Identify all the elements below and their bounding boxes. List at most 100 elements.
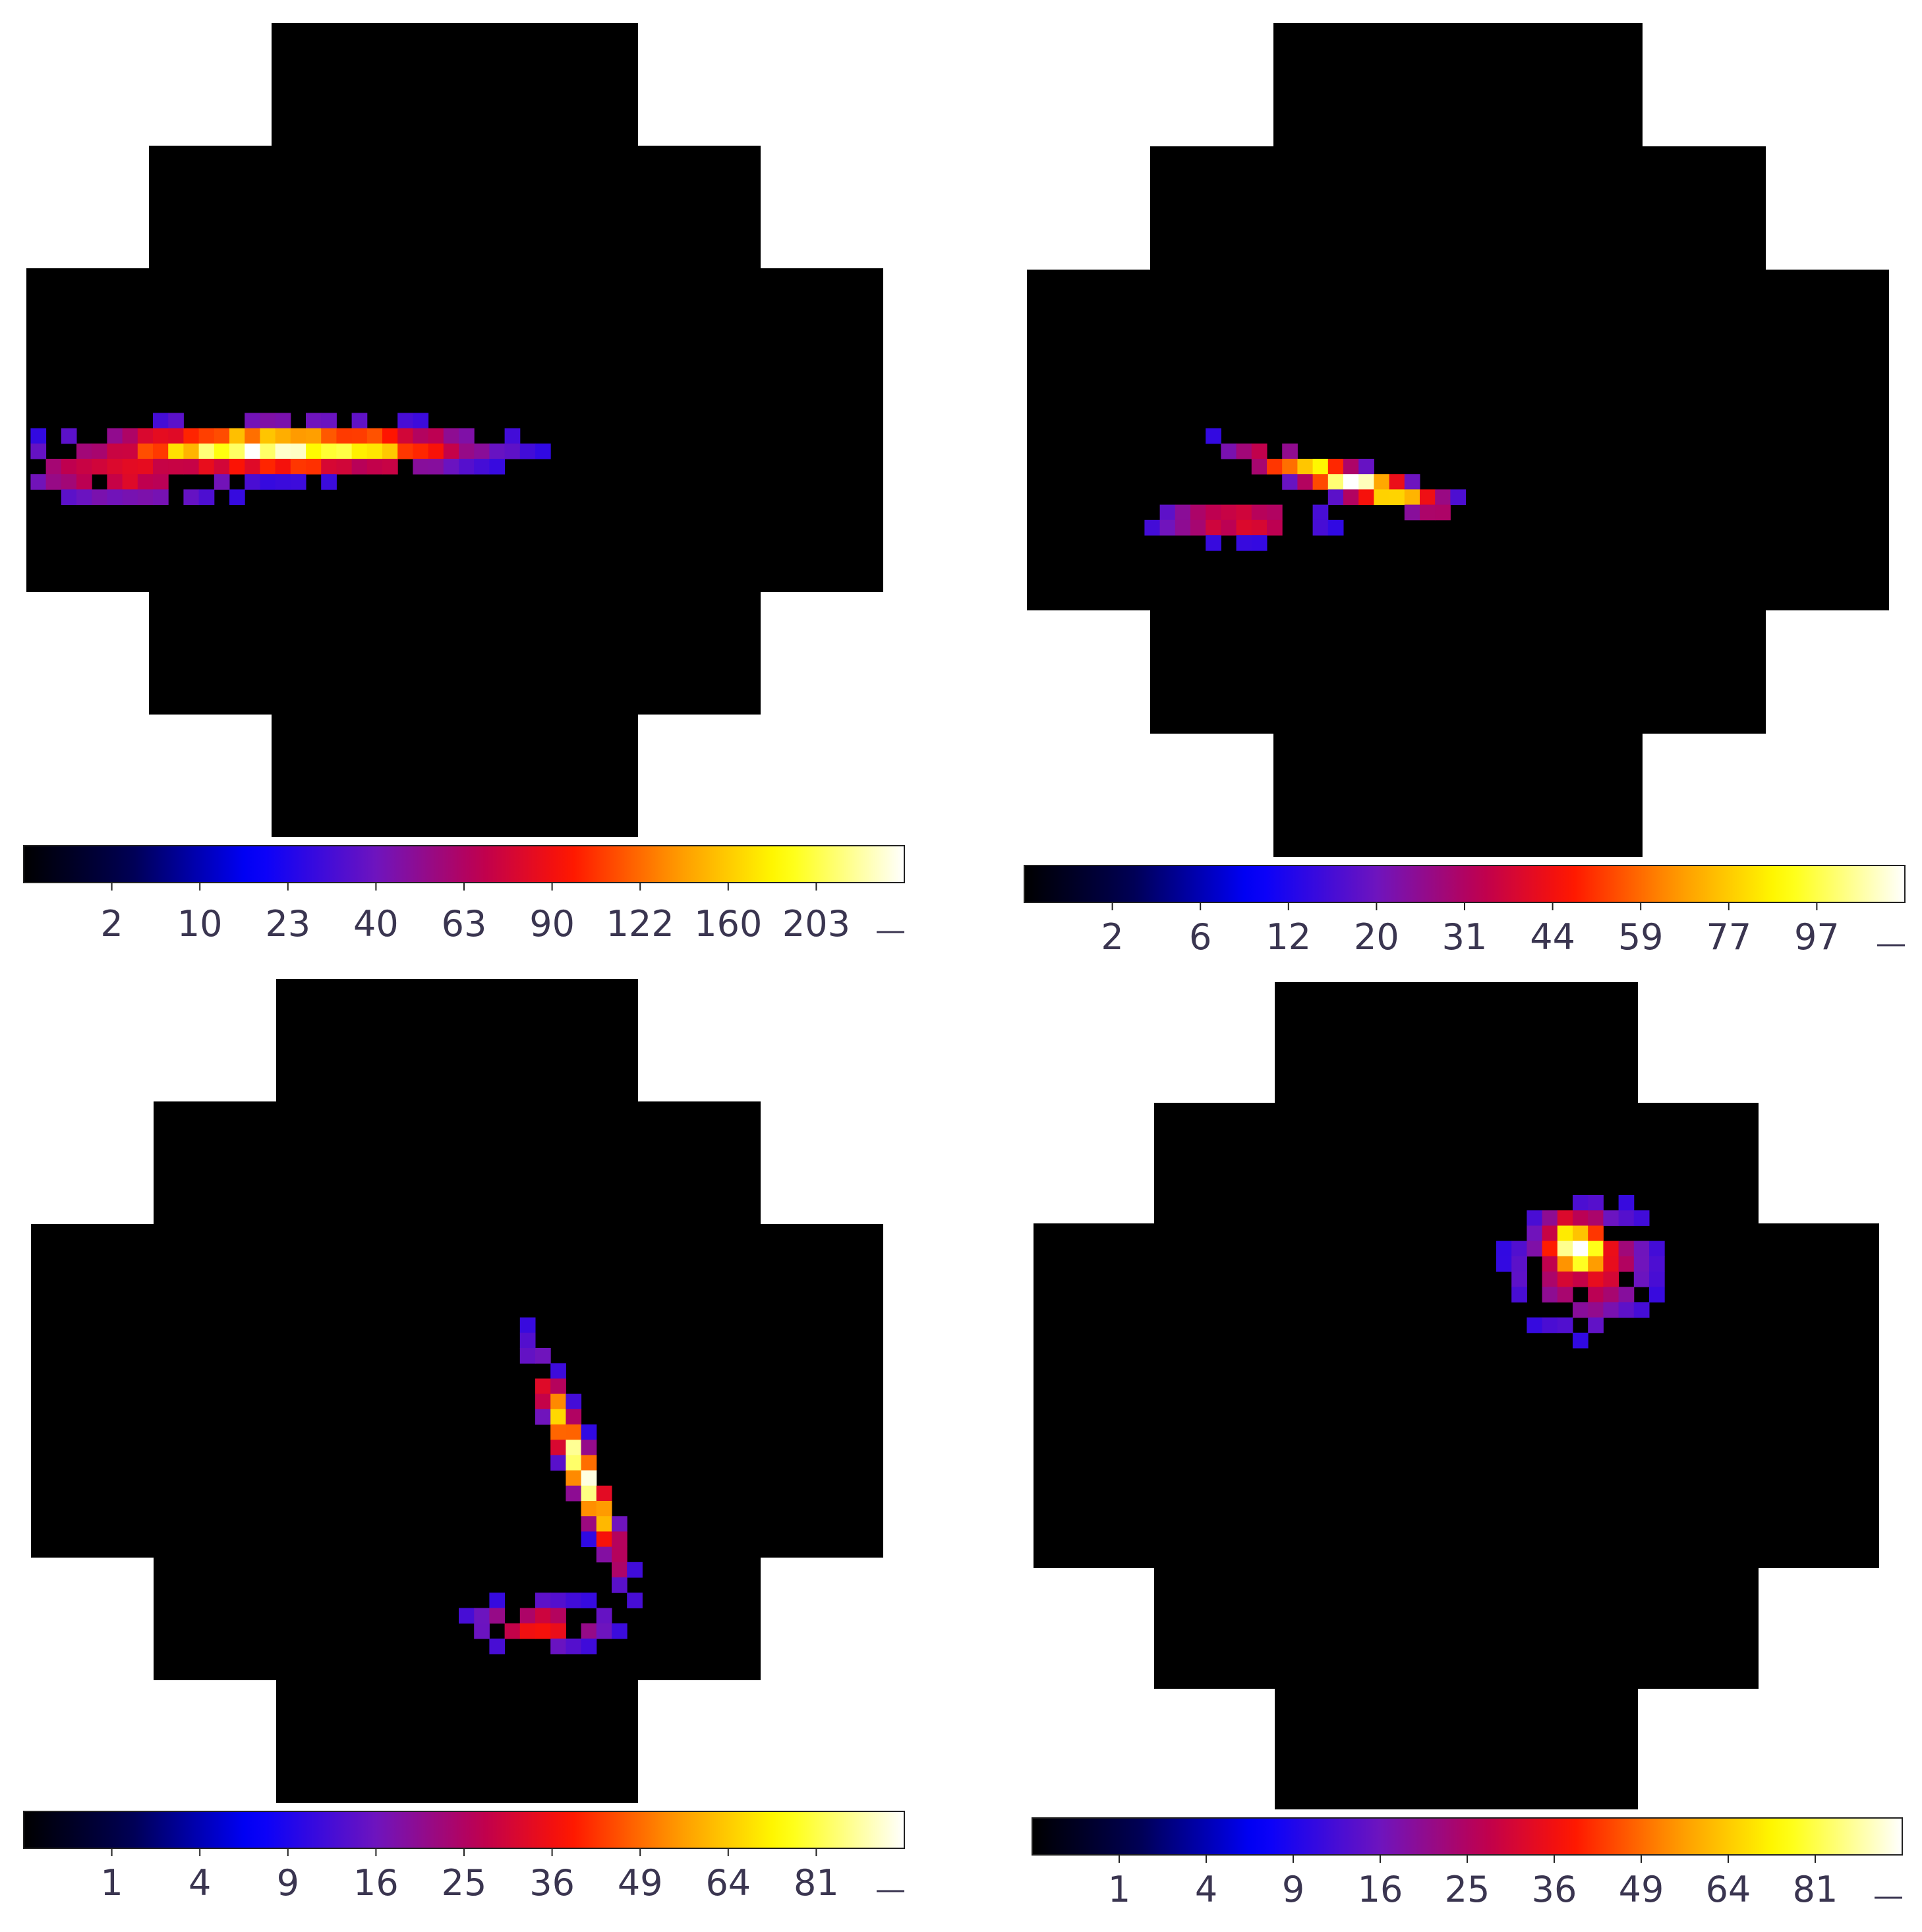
heatmap-cell [1251,504,1267,521]
colorbar-tick-label: 25 [442,1862,487,1904]
heatmap-cell [336,443,353,459]
heatmap-cell [290,428,306,444]
heatmap-cell [1175,519,1191,536]
heatmap-cell [596,1608,612,1624]
heatmap-cell [474,1623,490,1639]
heatmap-cell [1404,474,1420,490]
heatmap-cell [214,474,230,490]
heatmap-cell [519,443,536,459]
heatmap-cell [61,474,77,490]
heatmap-cell [581,1638,597,1654]
heatmap-cell [245,428,260,444]
heatmap-cell [1618,1287,1635,1303]
colorbar-tick-label: 2 [1101,916,1123,958]
heatmap-cell [413,459,429,475]
heatmap-cell [321,443,337,459]
heatmap-cell [61,459,77,475]
colorbar-tick-label: 25 [1445,1869,1490,1910]
heatmap-cell [321,413,337,429]
heatmap-cell [198,459,215,475]
heatmap-cell [229,459,245,475]
heatmap-cell [566,1593,582,1608]
heatmap-cell [336,459,353,475]
heatmap-cell [428,459,444,475]
heatmap-cell [397,413,413,429]
heatmap-cell [1435,504,1451,521]
heatmap-cell [1557,1210,1573,1226]
heatmap-cell [550,1424,566,1440]
heatmap-cell [1358,489,1374,506]
heatmap-cell [183,489,200,506]
heatmap-cell [550,1393,566,1410]
colorbar-tick-label: 203 [782,903,850,945]
heatmap-cell [566,1424,582,1440]
colorbar: 2 10 23 40 63 90 122 160 203 [23,845,905,945]
colorbar-gradient [1024,865,1906,903]
colorbar-tick-label: 81 [794,1862,839,1904]
colorbar-tick-label: 97 [1794,916,1840,958]
heatmap-cell [550,1608,566,1624]
heatmap-cell [1557,1256,1573,1272]
heatmap-cell [1527,1241,1543,1257]
heatmap-cell [321,474,337,490]
heatmap-cell [581,1455,597,1471]
colorbar-tick-label: 49 [618,1862,663,1904]
heatmap-cell [1573,1332,1588,1349]
heatmap-cell [183,443,200,459]
colorbar-gradient [23,845,905,883]
heatmap-cell [459,459,475,475]
heatmap-cell [596,1485,612,1502]
panel-bottom-left: 1 4 9 16 25 36 49 64 81 [0,966,961,1931]
heatmap-cell [137,459,154,475]
heatmap-cell [92,443,107,459]
heatmap-cell [596,1516,612,1532]
heatmap-cell [1588,1256,1604,1272]
heatmap-cell [122,443,138,459]
heatmap-cell [1542,1317,1558,1333]
heatmap-cell [566,1409,582,1425]
heatmap-cell [275,413,291,429]
colorbar: 2 6 12 20 31 44 59 77 97 [1024,865,1906,958]
colorbar-tick-label: 9 [1282,1869,1304,1910]
heatmap-cell [1190,519,1206,536]
heatmap-cell [1327,459,1344,475]
heatmap-cell [474,1608,490,1624]
heatmap-cell [1573,1195,1588,1211]
heatmap-cell [1435,489,1451,506]
heatmap-cell [122,489,138,506]
heatmap-cell [1236,443,1252,459]
colorbar-tick-label: 40 [353,903,399,945]
heatmap-cell [1603,1241,1619,1257]
heatmap-cell [1206,504,1221,521]
detector-area [1034,982,1879,1809]
heatmap-cell [428,428,444,444]
colorbar-tick-label: 10 [177,903,223,945]
heatmap-cell [566,1455,582,1471]
colorbar-tick-label: 16 [353,1862,399,1904]
heatmap-cell [366,428,383,444]
heatmap-cell [519,1332,536,1349]
heatmap-cell [290,459,306,475]
heatmap-cell [1633,1272,1650,1287]
colorbar-tick-label: 77 [1706,916,1751,958]
heatmap-cell [351,428,368,444]
heatmap-svg: 1 4 9 16 25 36 49 64 81 [23,979,905,1904]
colorbar-tick-label: 49 [1619,1869,1664,1910]
heatmap-cell [137,428,154,444]
heatmap-cell [30,428,47,444]
heatmap-cell [107,489,123,506]
heatmap-cell [489,1608,506,1624]
heatmap-cell [382,459,398,475]
heatmap-cell [45,459,62,475]
heatmap-cell [1236,535,1252,551]
heatmap-cell [1374,489,1390,506]
heatmap-cell [1618,1210,1635,1226]
heatmap-cell [260,428,276,444]
heatmap-cell [612,1546,627,1563]
colorbar-tick-label: 16 [1358,1869,1403,1910]
heatmap-cell [581,1623,597,1639]
heatmap-cell [290,474,306,490]
heatmap-cell [1374,474,1390,490]
heatmap-cell [1221,443,1237,459]
heatmap-cell [581,1424,597,1440]
